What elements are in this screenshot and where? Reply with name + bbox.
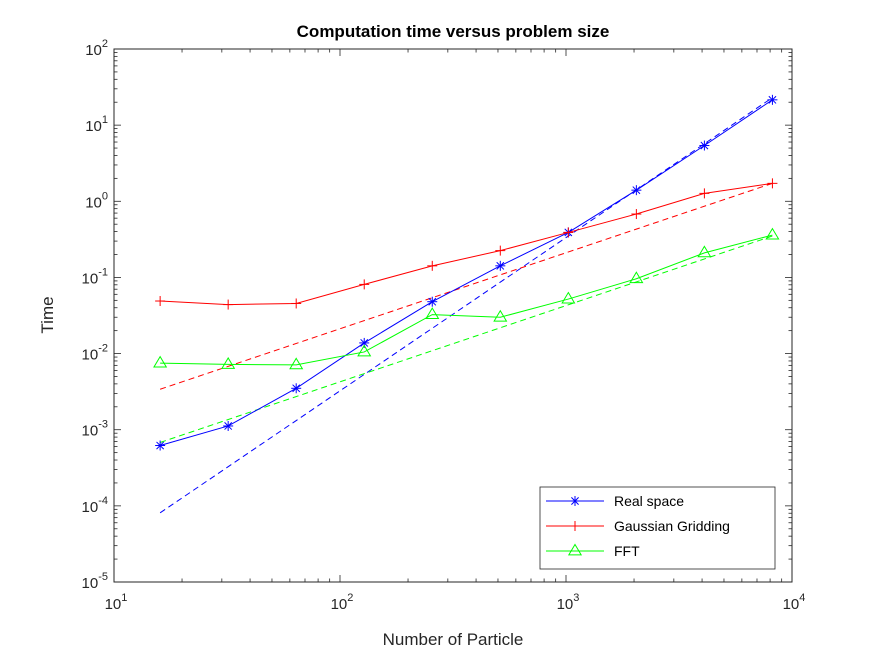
data-point <box>223 420 234 431</box>
fit-line <box>159 97 773 514</box>
series-line <box>160 234 773 366</box>
y-tick-label: 10-4 <box>82 495 108 516</box>
data-point <box>221 356 236 369</box>
data-point <box>289 357 304 370</box>
series <box>153 227 780 370</box>
y-tick-label: 10-3 <box>82 419 108 440</box>
data-point <box>631 209 642 220</box>
data-point <box>427 260 438 271</box>
data-point <box>427 296 438 307</box>
fit-line <box>159 182 773 390</box>
legend-item: FFT <box>546 543 640 559</box>
data-point <box>223 299 234 310</box>
data-point <box>155 440 166 451</box>
data-point <box>563 227 574 238</box>
data-point <box>493 309 508 322</box>
series-line <box>159 99 773 447</box>
data-point <box>570 496 580 506</box>
axis-ticks: 101 102 103 104 10-5 10-4 10-3 10-2 10-1 100 101 10… <box>82 38 806 613</box>
y-tick-label: 101 <box>85 114 108 135</box>
series-line <box>160 182 773 306</box>
data-point <box>697 245 712 258</box>
fit-line <box>159 235 773 443</box>
axes-box <box>113 48 793 583</box>
y-tick-label: 10-1 <box>82 266 108 287</box>
data-point <box>291 298 302 309</box>
data-point <box>631 185 642 196</box>
data-point <box>155 296 166 307</box>
y-tick-label: 10-5 <box>82 571 108 592</box>
data-point <box>699 188 710 199</box>
data-point <box>699 140 710 151</box>
fit-lines <box>159 97 773 514</box>
series <box>155 178 778 310</box>
x-tick-label: 104 <box>783 592 806 613</box>
x-tick-label: 103 <box>557 592 580 613</box>
data-point <box>359 279 370 290</box>
series <box>155 94 778 451</box>
legend-item: Real space <box>546 493 684 509</box>
data-point <box>767 178 778 189</box>
data-point <box>767 94 778 105</box>
legend-item: Gaussian Gridding <box>546 518 730 534</box>
x-tick-label: 101 <box>105 592 128 613</box>
data-point <box>570 521 580 531</box>
data-point <box>765 227 780 240</box>
chart-title: Computation time versus problem size <box>297 22 610 41</box>
y-tick-label: 102 <box>85 38 108 59</box>
data-point <box>495 245 506 256</box>
y-tick-label: 100 <box>85 190 108 211</box>
legend-label: Gaussian Gridding <box>614 518 730 534</box>
series-layer <box>153 94 780 451</box>
data-point <box>153 355 168 368</box>
x-tick-label: 102 <box>331 592 354 613</box>
data-point <box>425 307 440 319</box>
data-point <box>561 291 576 304</box>
data-point <box>629 271 644 284</box>
x-axis-label: Number of Particle <box>383 630 524 649</box>
y-axis-label: Time <box>38 296 57 333</box>
legend: Real space Gaussian Gridding FFT <box>539 486 776 570</box>
data-point <box>291 383 302 394</box>
legend-items: Real space Gaussian Gridding FFT <box>546 493 730 559</box>
data-point <box>495 260 506 271</box>
legend-label: FFT <box>614 543 640 559</box>
y-tick-label: 10-2 <box>82 343 108 364</box>
data-point <box>357 344 372 357</box>
data-point <box>567 543 583 556</box>
legend-label: Real space <box>614 493 684 509</box>
